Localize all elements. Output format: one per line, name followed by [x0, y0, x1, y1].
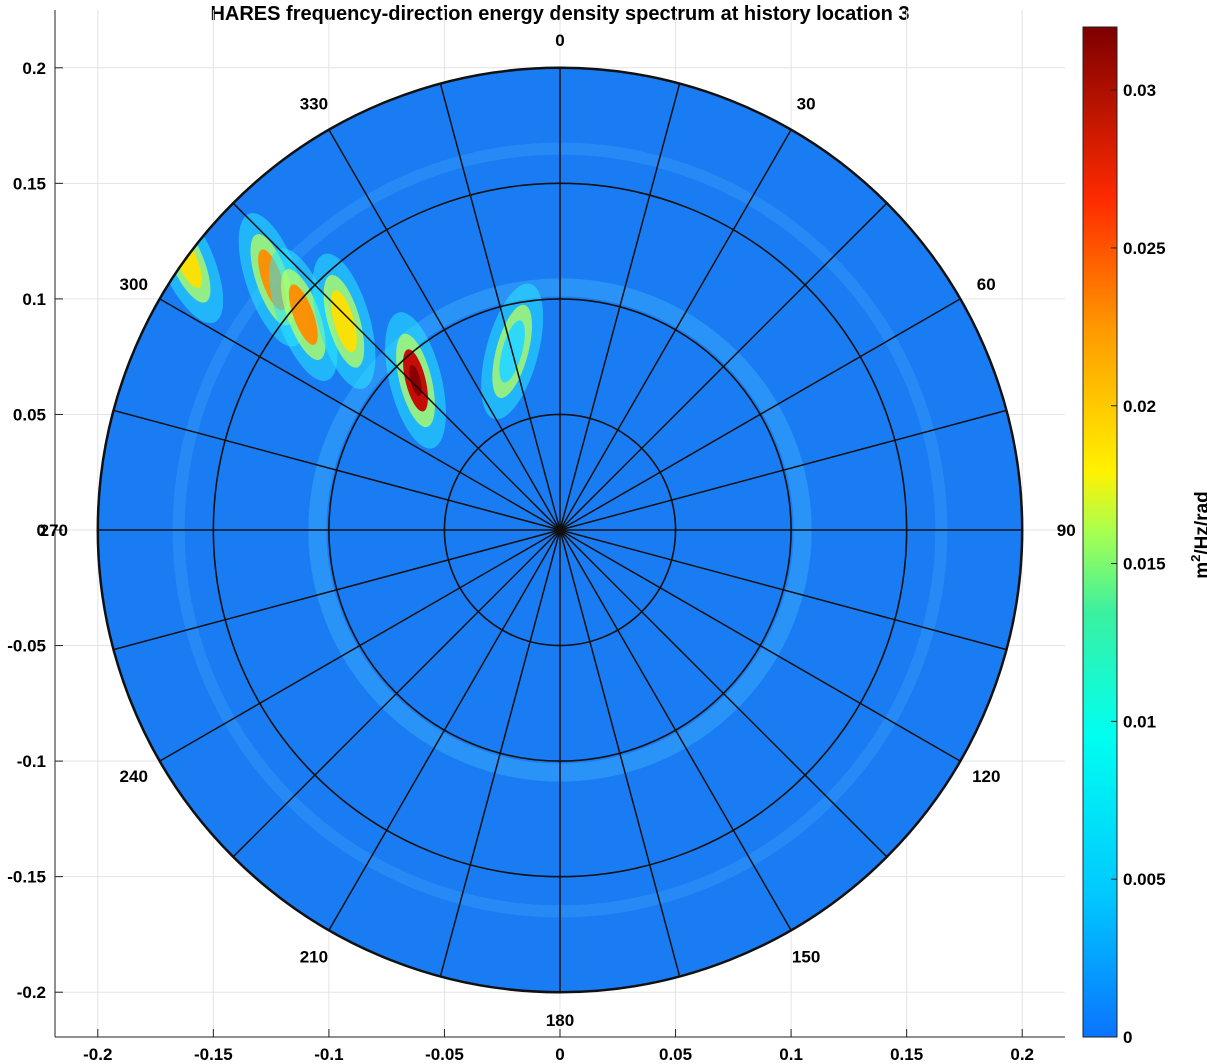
peak-core — [288, 284, 318, 345]
direction-label: 240 — [120, 767, 148, 786]
direction-spoke — [559, 529, 961, 762]
direction-spoke — [559, 529, 888, 858]
y-tick-label: -0.05 — [7, 637, 46, 656]
x-tick-label: -0.1 — [314, 1045, 343, 1064]
direction-label: 0 — [555, 31, 564, 50]
y-tick-label: -0.15 — [7, 868, 46, 887]
y-tick-label: 0.2 — [22, 59, 46, 78]
y-axis-ticks: 0.2 0.15 0.1 0.05 0 -0.05 -0.1 -0.15 -0.2 — [7, 59, 63, 1002]
direction-spoke — [113, 409, 561, 531]
direction-label: 120 — [972, 767, 1000, 786]
colorbar-tick-label: 0.005 — [1123, 870, 1166, 889]
polar-grid — [96, 66, 1024, 994]
direction-spoke — [559, 298, 961, 531]
x-tick-label: -0.05 — [425, 1045, 464, 1064]
y-tick-label: -0.2 — [17, 983, 46, 1002]
x-axis-ticks: -0.2 -0.15 -0.1 -0.05 0 0.05 0.1 0.15 0.2 — [83, 1029, 1034, 1064]
x-tick-label: 0.05 — [659, 1045, 692, 1064]
direction-label: 270 — [40, 521, 68, 540]
direction-label: 60 — [977, 275, 996, 294]
direction-label: 90 — [1057, 521, 1076, 540]
direction-spoke — [232, 529, 561, 858]
direction-label: 150 — [792, 947, 820, 966]
x-tick-label: 0.1 — [779, 1045, 803, 1064]
direction-spoke — [159, 298, 561, 531]
direction-spoke — [328, 529, 561, 931]
y-tick-label: 0.1 — [22, 290, 46, 309]
direction-label: 300 — [120, 275, 148, 294]
direction-labels: 0 30 60 90 120 150 180 210 240 270 300 330 — [40, 31, 1076, 1030]
direction-spoke — [328, 129, 561, 531]
direction-spoke — [559, 83, 681, 531]
x-tick-label: 0.15 — [890, 1045, 923, 1064]
colorbar-tick-label: 0.025 — [1123, 239, 1166, 258]
colorbar-tick-label: 0.03 — [1123, 81, 1156, 100]
peak-core — [330, 290, 357, 353]
direction-spoke — [439, 83, 561, 531]
direction-spoke — [559, 529, 792, 931]
y-tick-label: -0.1 — [17, 752, 46, 771]
direction-spoke — [113, 529, 561, 651]
colorbar-tick-label: 0.015 — [1123, 555, 1166, 574]
x-tick-label: -0.2 — [83, 1045, 112, 1064]
direction-spoke — [559, 202, 888, 531]
colorbar-gradient — [1082, 26, 1118, 1038]
direction-spoke — [232, 202, 561, 531]
y-tick-label: 0 — [37, 521, 46, 540]
direction-label: 180 — [546, 1011, 574, 1030]
direction-spoke — [159, 529, 561, 762]
direction-label: 330 — [300, 95, 328, 114]
colorbar: 0 0.005 0.01 0.015 0.02 0.025 0.03 — [1082, 26, 1166, 1047]
energy-peak — [269, 248, 338, 381]
direction-label: 30 — [797, 95, 816, 114]
x-tick-label: 0.2 — [1010, 1045, 1034, 1064]
direction-spoke — [559, 129, 792, 531]
direction-spoke — [559, 529, 1007, 651]
direction-spoke — [559, 409, 1007, 531]
direction-spoke — [439, 529, 561, 977]
colorbar-label: m2/Hz/rad — [1188, 491, 1207, 579]
colorbar-tick-label: 0.01 — [1123, 712, 1156, 731]
x-tick-label: -0.15 — [194, 1045, 233, 1064]
y-tick-label: 0.05 — [13, 405, 46, 424]
y-tick-label: 0.15 — [13, 174, 46, 193]
energy-peak — [312, 253, 376, 389]
colorbar-tick-label: 0 — [1123, 1028, 1132, 1047]
direction-label: 210 — [300, 947, 328, 966]
direction-spoke — [559, 529, 681, 977]
colorbar-tick-label: 0.02 — [1123, 397, 1156, 416]
x-tick-label: 0 — [555, 1045, 564, 1064]
